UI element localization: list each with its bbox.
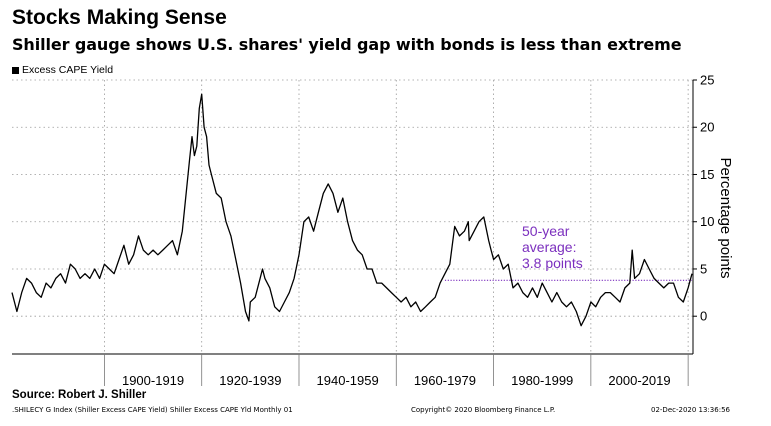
source-note: Source: Robert J. Shiller <box>12 389 147 401</box>
x-tick-label-1980-1999: 1980-1999 <box>511 373 573 388</box>
x-tick-label-1900-1919: 1900-1919 <box>122 373 184 388</box>
x-tick-label-2000-2019: 2000-2019 <box>608 373 670 388</box>
y-tick-label-25: 25 <box>700 73 714 88</box>
y-axis-label: Percentage points <box>717 158 734 279</box>
annotation-line-1: 50-year <box>522 223 570 239</box>
annotation-line-2: average: <box>522 239 576 255</box>
y-tick-label-5: 5 <box>700 261 707 276</box>
x-tick-label-1960-1979: 1960-1979 <box>414 373 476 388</box>
x-tick-label-1940-1959: 1940-1959 <box>317 373 379 388</box>
chart-title: Stocks Making Sense <box>12 6 227 29</box>
y-tick-label-0: 0 <box>700 309 707 324</box>
chart-legend: Excess CAPE Yield <box>12 64 113 76</box>
footer-ticker: .SHILECY G Index (Shiller Excess CAPE Yi… <box>12 406 293 414</box>
series-line-excess-cape-yield <box>11 93 693 327</box>
y-tick-label-20: 20 <box>700 120 714 135</box>
grid <box>12 79 693 354</box>
y-tick-label-15: 15 <box>700 167 714 182</box>
x-tick-label-1920-1939: 1920-1939 <box>219 373 281 388</box>
annotation-line-3: 3.8 points <box>522 255 583 271</box>
chart-subtitle: Shiller gauge shows U.S. shares' yield g… <box>12 35 682 54</box>
legend-label: Excess CAPE Yield <box>22 64 114 76</box>
legend-swatch <box>12 66 19 74</box>
series-group <box>11 93 693 327</box>
footer-timestamp: 02-Dec-2020 13:36:56 <box>651 406 730 414</box>
footer-copyright: Copyright© 2020 Bloomberg Finance L.P. <box>411 406 556 414</box>
axes: 0 5 10 15 20 25 1900-1919 1920-1939 1940-1959 196… <box>12 73 714 388</box>
y-tick-label-10: 10 <box>700 214 714 229</box>
